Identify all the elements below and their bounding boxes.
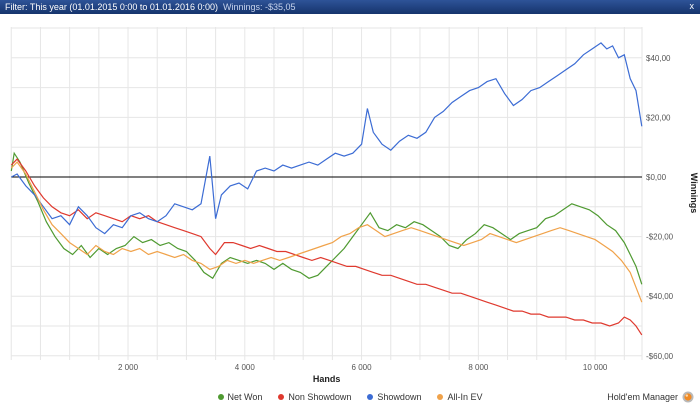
x-tick-label: 10 000: [583, 363, 608, 372]
winnings-chart: $40,00 $20,00 $0,00 -$20,00 -$40,00 -$60,00 2 …: [0, 14, 700, 387]
legend-label: Showdown: [377, 392, 422, 402]
legend-label: Net Won: [227, 392, 263, 402]
holdem-manager-logo-icon: [682, 391, 694, 403]
legend-dot-showdown: [367, 394, 374, 400]
brand: Hold'em Manager: [607, 391, 694, 403]
y-tick-label: -$60,00: [646, 352, 674, 361]
legend-item-all-in-ev[interactable]: All-In EV: [437, 392, 482, 402]
filter-bar: Filter: This year (01.01.2015 0:00 to 01…: [0, 0, 700, 14]
x-tick-label: 6 000: [352, 363, 373, 372]
x-tick-label: 8 000: [468, 363, 489, 372]
x-axis-title: Hands: [313, 374, 341, 384]
chart-svg: $40,00 $20,00 $0,00 -$20,00 -$40,00 -$60,00 2 …: [10, 27, 699, 384]
series-line-all-in-ev: [10, 161, 643, 303]
legend-dot-net-won: [217, 394, 224, 400]
legend-dot-all-in-ev: [437, 394, 444, 400]
y-tick-label: -$40,00: [646, 292, 674, 301]
close-icon[interactable]: x: [689, 1, 695, 11]
legend-dot-non-showdown: [278, 394, 285, 400]
y-tick-label: $0,00: [646, 173, 667, 182]
series-line-net-won: [10, 151, 643, 285]
legend-item-non-showdown[interactable]: Non Showdown: [278, 392, 351, 402]
y-tick-label: $20,00: [646, 113, 671, 122]
legend-item-showdown[interactable]: Showdown: [367, 392, 421, 402]
series-line-non-showdown: [10, 158, 643, 336]
brand-name: Hold'em Manager: [607, 392, 678, 402]
legend-label: Non Showdown: [288, 392, 352, 402]
filter-label: Filter: This year (01.01.2015 0:00 to 01…: [5, 2, 218, 12]
series-line-showdown: [11, 42, 643, 235]
y-tick-label: $40,00: [646, 54, 671, 63]
x-tick-label: 4 000: [235, 363, 256, 372]
y-axis-title: Winnings: [689, 173, 699, 213]
chart-legend: Net Won Non Showdown Showdown All-In EV: [0, 387, 700, 407]
legend-label: All-In EV: [447, 392, 483, 402]
filter-winnings-label: Winnings: -$35,05: [222, 2, 296, 12]
legend-item-net-won[interactable]: Net Won: [217, 392, 263, 402]
y-tick-label: -$20,00: [646, 233, 674, 242]
x-tick-label: 2 000: [118, 363, 139, 372]
